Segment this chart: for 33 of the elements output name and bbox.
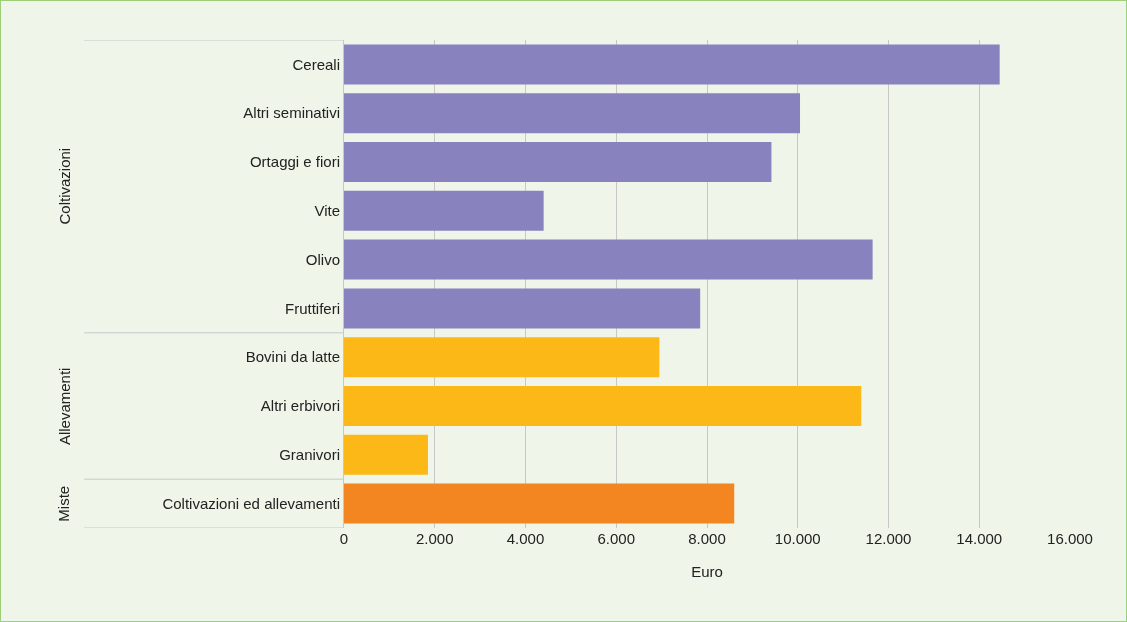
y-tick-label: Altri erbivori: [260, 397, 340, 415]
text: Coltivazioni: [55, 147, 73, 225]
y-tick-label: Bovini da latte: [245, 348, 340, 366]
bar: [344, 288, 701, 329]
bar: [344, 483, 735, 524]
x-tick-label: 16.000: [1047, 530, 1093, 547]
y-tick-label: Granivori: [279, 446, 340, 464]
bar: [344, 44, 1000, 85]
y-tick-label: Coltivazioni ed allevamenti: [162, 494, 340, 512]
bar: [344, 434, 428, 475]
text: Allevamenti: [56, 367, 74, 446]
text: Miste: [55, 485, 73, 522]
bar: [344, 385, 862, 427]
bar: [344, 239, 873, 280]
y-tick-label: Vite: [314, 202, 340, 220]
x-axis-title: Euro: [691, 563, 723, 580]
x-tick-label: 4.000: [506, 530, 545, 547]
y-tick-label: Altri seminativi: [243, 104, 340, 122]
y-tick-label: Ortaggi e fiori: [249, 153, 340, 171]
y-tick-label: Fruttiferi: [284, 299, 340, 317]
x-tick-label: 0: [339, 530, 349, 547]
bar: [344, 190, 544, 231]
bar: [344, 337, 660, 378]
y-tick-label: Cereali: [292, 55, 340, 73]
x-tick-label: 6.000: [597, 530, 636, 547]
bar: [344, 93, 801, 134]
x-tick-label: 14.000: [956, 530, 1003, 547]
x-tick-label: 2.000: [415, 530, 454, 547]
y-tick-label: Olivo: [305, 250, 340, 268]
x-tick-label: 12.000: [865, 530, 912, 547]
x-tick-label: 8.000: [688, 530, 726, 547]
x-tick-label: 10.000: [774, 530, 821, 547]
bar: [344, 141, 772, 183]
